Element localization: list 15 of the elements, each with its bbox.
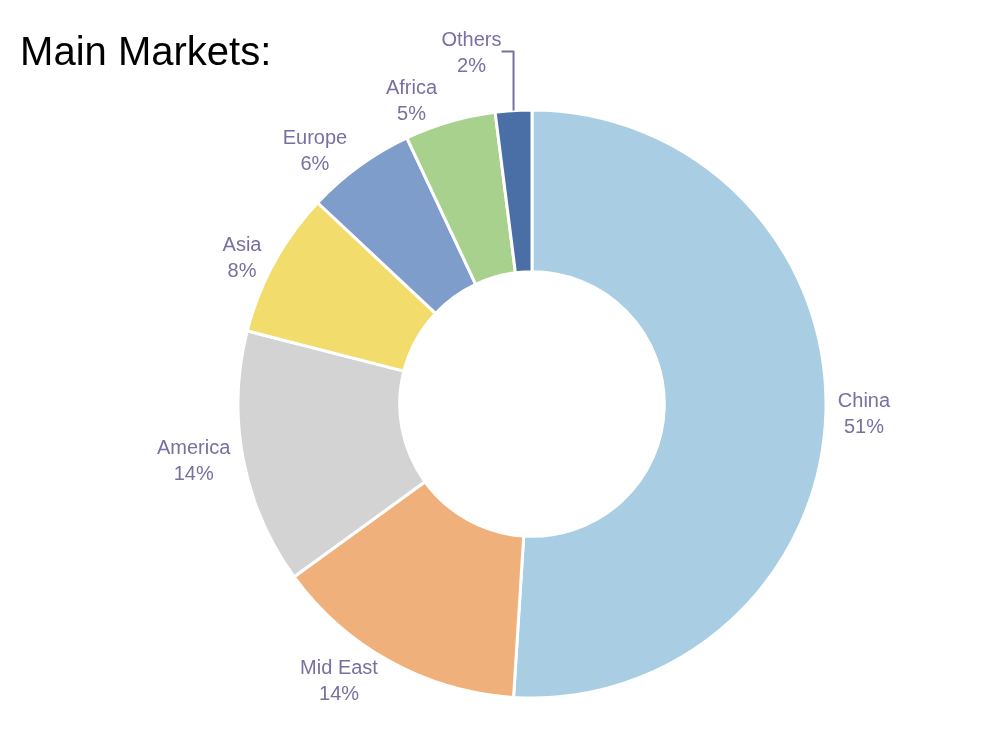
data-label: 5% [397,101,427,124]
data-label: 8% [227,258,257,281]
slice-label: Europe [282,126,348,149]
data-label: 14% [319,682,360,705]
slice-label: China [837,389,891,412]
data-label: 2% [457,53,487,76]
chart-title: Main Markets: [20,28,272,73]
slice-label: Mid East [300,656,379,679]
data-label: 51% [843,415,885,438]
data-label: 6% [300,152,330,175]
slice-label: Asia [222,232,263,255]
slice-label: Africa [385,75,438,98]
slice-label: America [156,435,232,458]
slice-label: Others [441,27,502,50]
data-label: 14% [173,461,214,484]
